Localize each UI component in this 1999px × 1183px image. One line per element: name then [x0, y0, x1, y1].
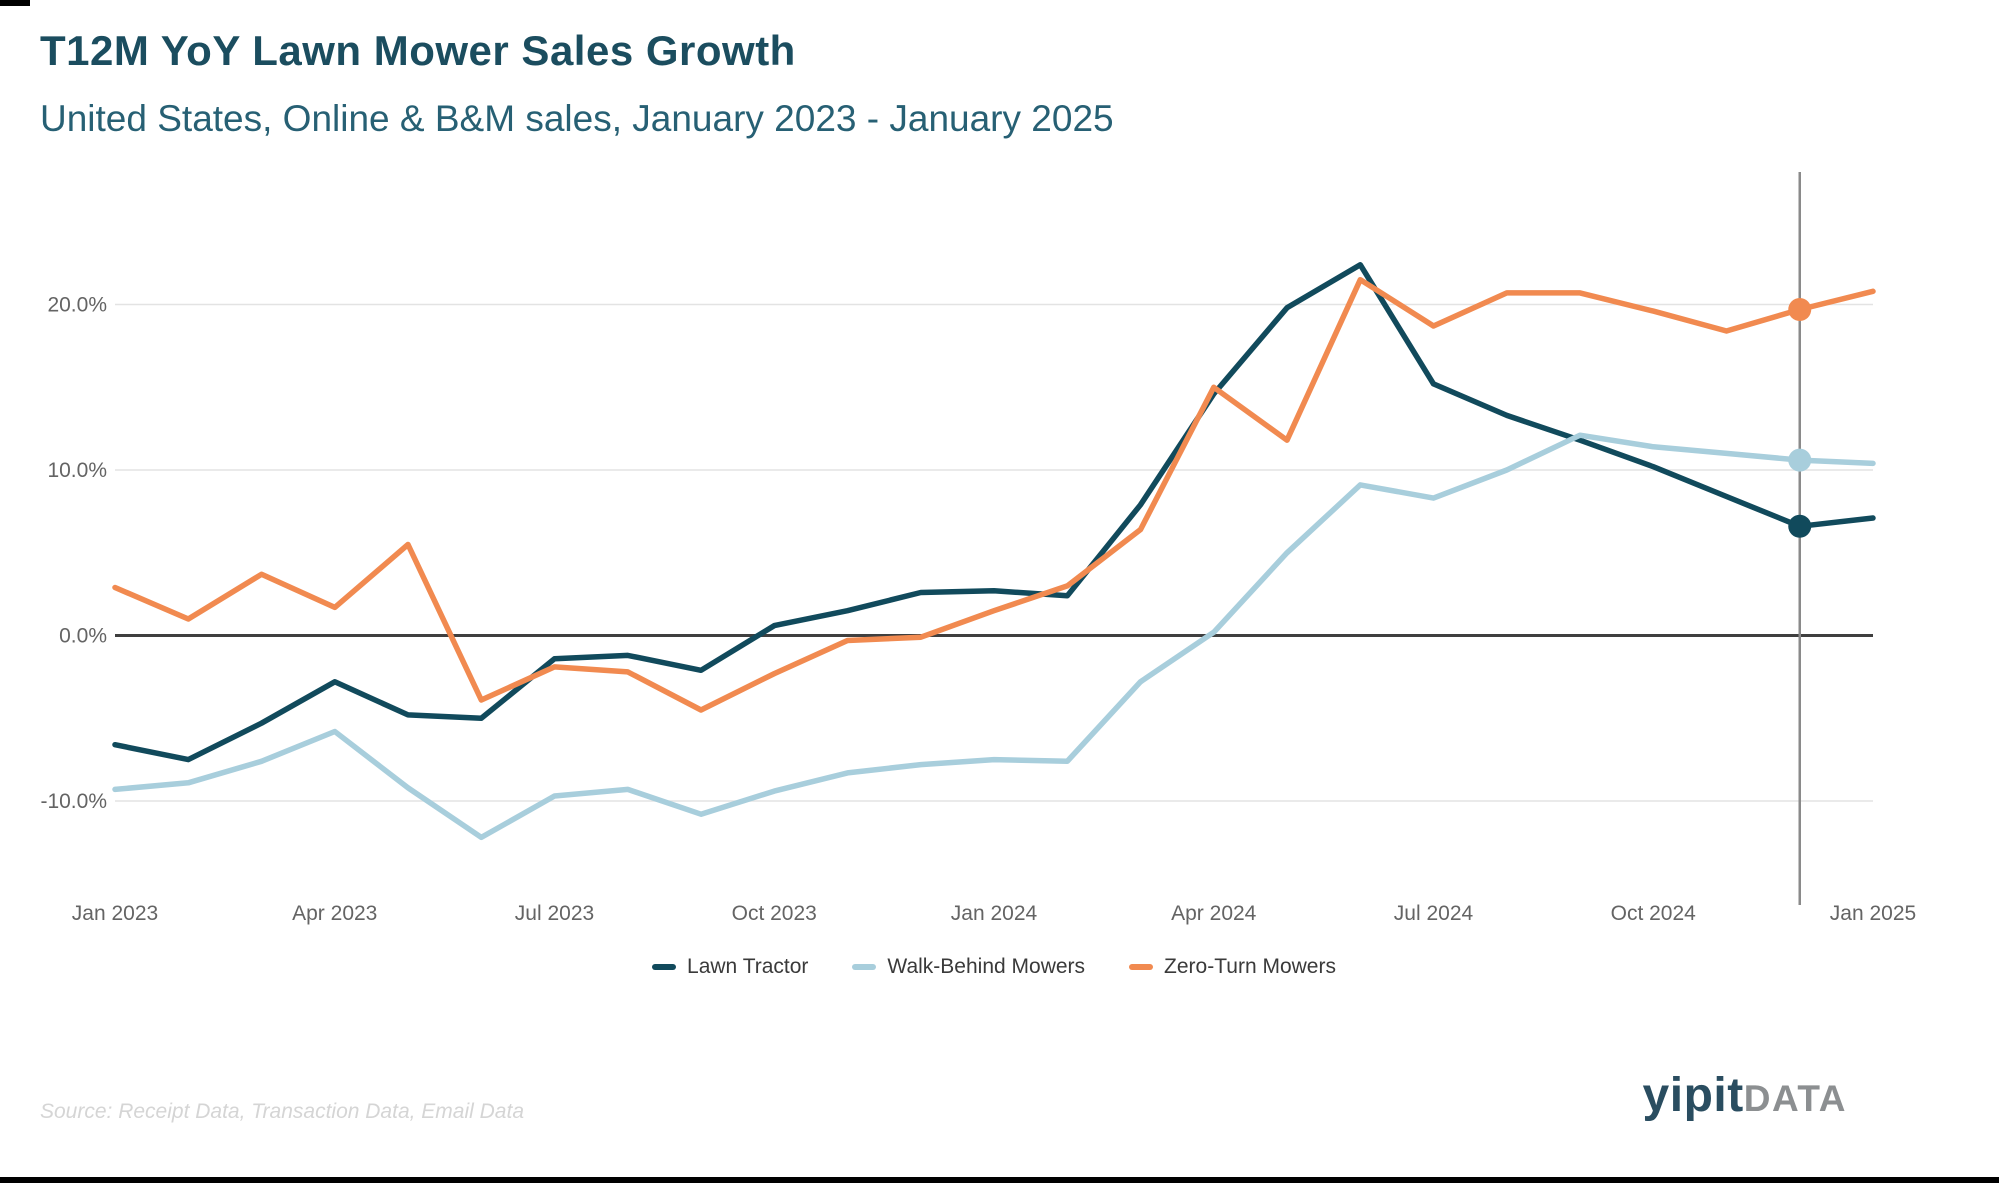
logo-yipit-text: yipit	[1642, 1069, 1744, 1122]
series-line-walk-behind-mowers	[112, 432, 1876, 841]
y-tick-label: 20.0%	[47, 294, 107, 317]
source-note: Source: Receipt Data, Transaction Data, …	[40, 1100, 524, 1123]
page-subtitle: United States, Online & B&M sales, Janua…	[40, 98, 1114, 139]
legend-swatch-icon	[1129, 964, 1154, 970]
x-tick-label: Jan 2025	[1830, 902, 1916, 925]
x-tick-label: Oct 2024	[1611, 902, 1697, 925]
page-title: T12M YoY Lawn Mower Sales Growth	[40, 27, 796, 74]
highlight-dot-lawn-tractor	[1788, 514, 1812, 538]
yipitdata-logo: yipit DATA	[1643, 1068, 1847, 1123]
bottom-edge-bar	[0, 1177, 1999, 1183]
legend-swatch-icon	[652, 964, 677, 970]
x-tick-label: Jul 2023	[515, 902, 594, 925]
x-tick-label: Apr 2023	[292, 902, 377, 925]
x-tick-label: Apr 2024	[1171, 902, 1257, 925]
corner-mark	[0, 0, 30, 6]
series-line-zero-turn-mowers	[112, 276, 1876, 713]
legend-label: Walk-Behind Mowers	[887, 955, 1086, 978]
legend-swatch-icon	[852, 964, 877, 970]
series-line-lawn-tractor	[112, 262, 1876, 763]
logo-data-text: DATA	[1743, 1078, 1847, 1119]
x-tick-label: Jan 2023	[72, 902, 158, 925]
y-tick-label: 0.0%	[59, 625, 107, 648]
y-tick-label: -10.0%	[40, 790, 107, 813]
legend-item-walk-behind-mowers: Walk-Behind Mowers	[852, 955, 1085, 979]
highlight-dot-zero-turn-mowers	[1788, 297, 1812, 321]
legend-item-lawn-tractor: Lawn Tractor	[652, 955, 808, 979]
y-tick-label: 10.0%	[47, 459, 107, 482]
highlight-dot-walk-behind-mowers	[1788, 448, 1812, 472]
legend-label: Lawn Tractor	[687, 955, 809, 978]
legend-item-zero-turn-mowers: Zero-Turn Mowers	[1129, 955, 1336, 979]
chart-legend: Lawn Tractor Walk-Behind Mowers Zero-Turn …	[115, 955, 1873, 979]
legend-label: Zero-Turn Mowers	[1164, 955, 1336, 978]
x-tick-label: Jan 2024	[951, 902, 1038, 925]
x-tick-label: Oct 2023	[732, 902, 817, 925]
x-tick-label: Jul 2024	[1394, 902, 1474, 925]
